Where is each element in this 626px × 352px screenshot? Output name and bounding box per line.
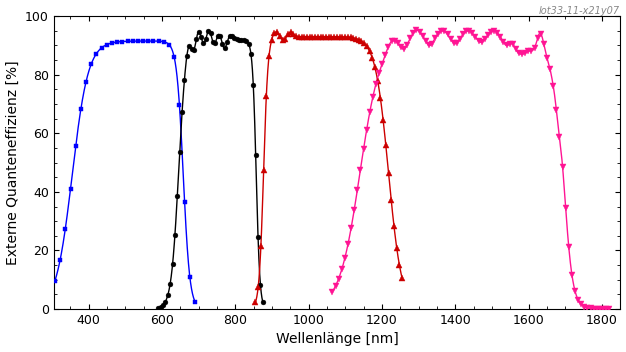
Y-axis label: Externe Quanteneffizienz [%]: Externe Quanteneffizienz [%] — [6, 60, 19, 265]
Text: lot33-11-x21y07: lot33-11-x21y07 — [539, 6, 620, 15]
X-axis label: Wellenlänge [nm]: Wellenlänge [nm] — [275, 332, 398, 346]
